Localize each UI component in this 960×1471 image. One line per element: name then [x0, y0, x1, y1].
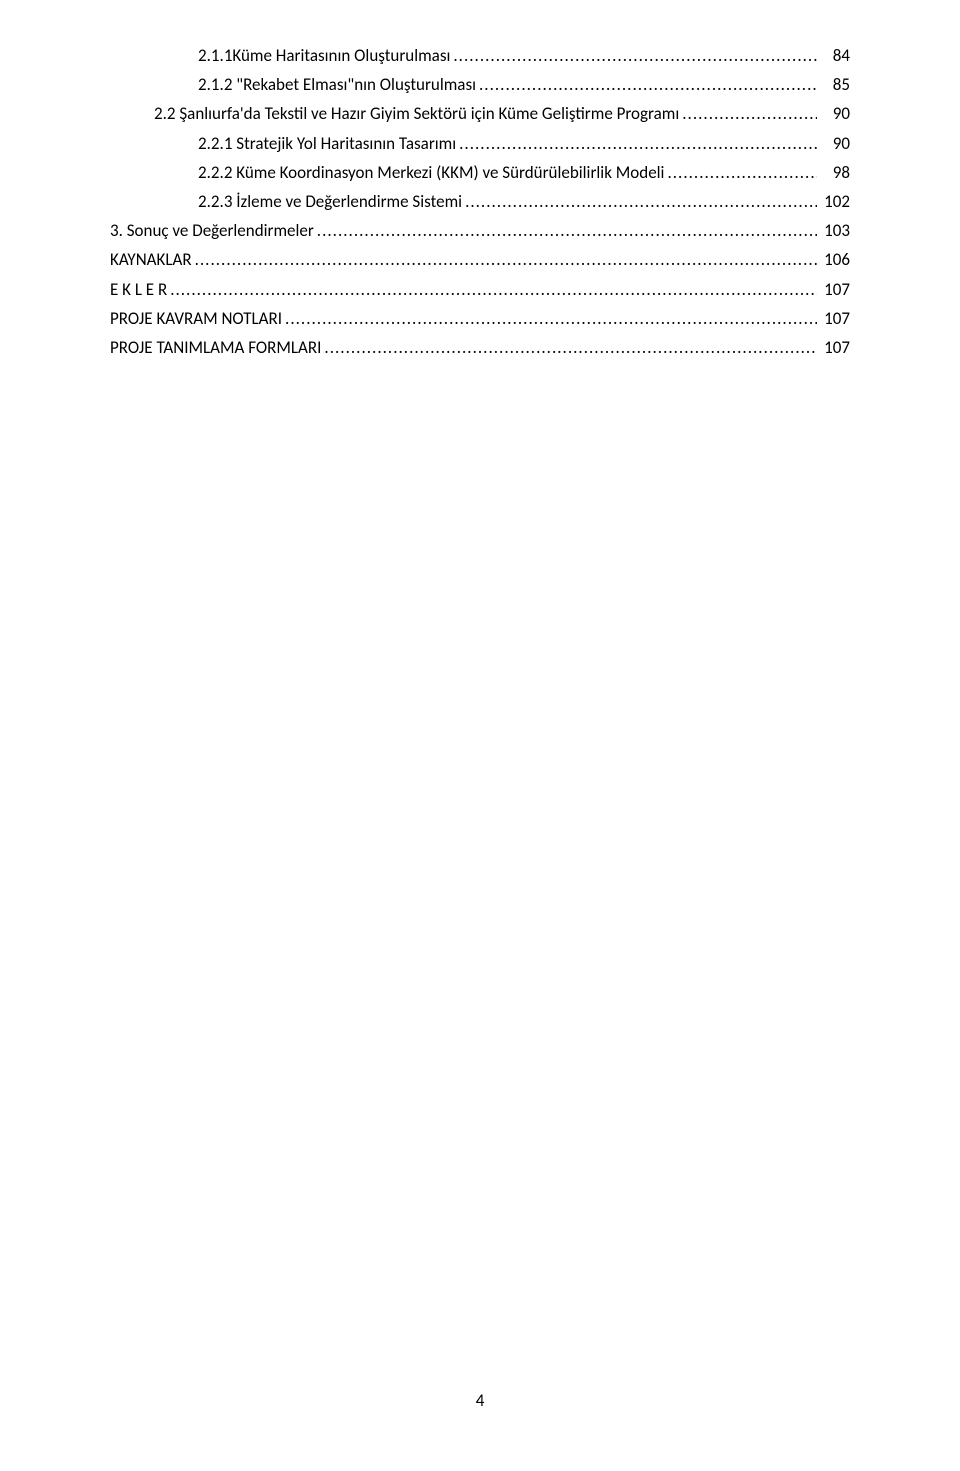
toc-entry-page: 90: [820, 100, 850, 127]
toc-entry-page: 85: [820, 71, 850, 98]
toc-leader-dots: [459, 130, 817, 157]
toc-entry: 2.2 Şanlıurfa'da Tekstil ve Hazır Giyim …: [110, 100, 850, 127]
toc-leader-dots: [317, 217, 817, 244]
toc-leader-dots: [465, 188, 817, 215]
toc-entry: E K L E R 107: [110, 276, 850, 303]
toc-entry: PROJE KAVRAM NOTLARI 107: [110, 305, 850, 332]
toc-entry-page: 102: [820, 188, 850, 215]
toc-entry-page: 103: [820, 217, 850, 244]
toc-entry-label: 2.1.1Küme Haritasının Oluşturulması: [198, 42, 450, 69]
toc-leader-dots: [667, 159, 817, 186]
toc-entry-page: 107: [820, 276, 850, 303]
toc-entry-label: E K L E R: [110, 276, 167, 303]
toc-entry: PROJE TANIMLAMA FORMLARI 107: [110, 334, 850, 361]
toc-entry-label: 2.2.2 Küme Koordinasyon Merkezi (KKM) ve…: [198, 159, 664, 186]
toc-entry-label: 2.2.1 Stratejik Yol Haritasının Tasarımı: [198, 130, 456, 157]
document-page: 2.1.1Küme Haritasının Oluşturulması842.1…: [0, 0, 960, 1471]
toc-entry: 3. Sonuç ve Değerlendirmeler 103: [110, 217, 850, 244]
toc-entry-label: PROJE TANIMLAMA FORMLARI: [110, 334, 321, 361]
page-number: 4: [0, 1390, 960, 1411]
toc-leader-dots: [682, 100, 817, 127]
toc-entry-page: 98: [820, 159, 850, 186]
toc-entry: 2.1.2 "Rekabet Elması"nın Oluşturulması 8…: [110, 71, 850, 98]
toc-entry-label: KAYNAKLAR: [110, 246, 192, 273]
toc-leader-dots: [195, 246, 817, 273]
toc-entry-page: 107: [820, 334, 850, 361]
toc-entry: 2.2.3 İzleme ve Değerlendirme Sistemi 102: [110, 188, 850, 215]
toc-entry-page: 90: [820, 130, 850, 157]
toc-entry-page: 106: [820, 246, 850, 273]
toc-entry-page: 84: [820, 42, 850, 69]
toc-entry: 2.2.2 Küme Koordinasyon Merkezi (KKM) ve…: [110, 159, 850, 186]
toc-entry-label: PROJE KAVRAM NOTLARI: [110, 305, 282, 332]
toc-entry-label: 2.2.3 İzleme ve Değerlendirme Sistemi: [198, 188, 462, 215]
toc-leader-dots: [479, 71, 817, 98]
toc-entry-label: 2.2 Şanlıurfa'da Tekstil ve Hazır Giyim …: [154, 100, 679, 127]
toc-entry: 2.1.1Küme Haritasının Oluşturulması 84: [110, 42, 850, 69]
toc-entry: 2.2.1 Stratejik Yol Haritasının Tasarımı…: [110, 130, 850, 157]
toc-entry-label: 3. Sonuç ve Değerlendirmeler: [110, 217, 314, 244]
toc-leader-dots: [324, 334, 817, 361]
toc-leader-dots: [170, 276, 817, 303]
toc-leader-dots: [285, 305, 817, 332]
toc-entry: KAYNAKLAR 106: [110, 246, 850, 273]
toc-entry-page: 107: [820, 305, 850, 332]
table-of-contents: 2.1.1Küme Haritasının Oluşturulması842.1…: [110, 42, 850, 361]
toc-leader-dots: [453, 42, 817, 69]
toc-entry-label: 2.1.2 "Rekabet Elması"nın Oluşturulması: [198, 71, 476, 98]
